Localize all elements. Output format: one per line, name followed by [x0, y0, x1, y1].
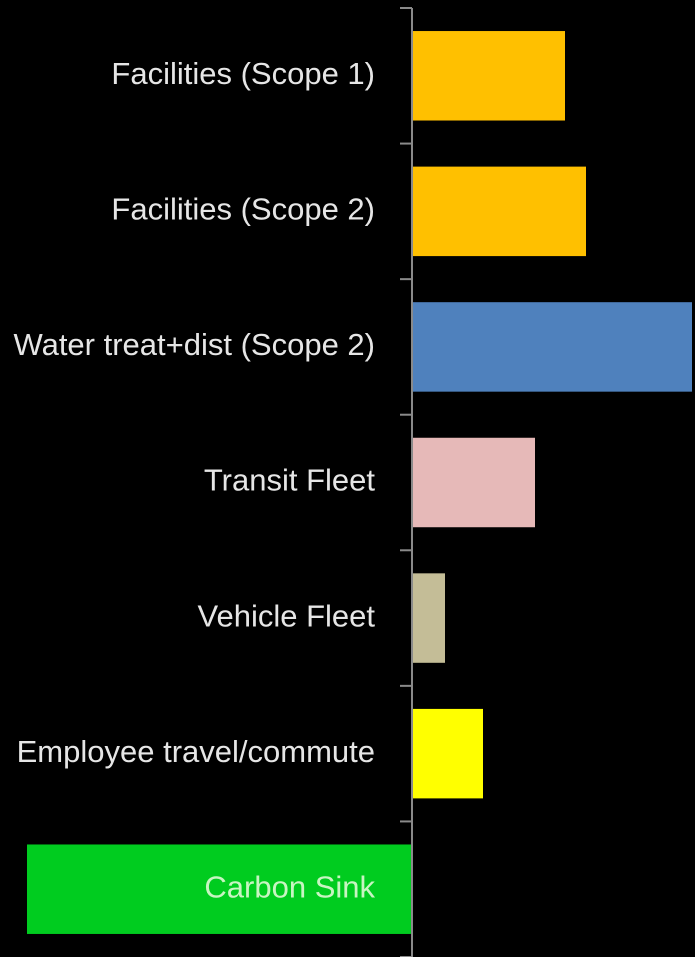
- category-label: Employee travel/commute: [17, 734, 375, 769]
- category-label: Transit Fleet: [204, 463, 376, 498]
- category-label: Facilities (Scope 1): [111, 56, 375, 91]
- category-label: Water treat+dist (Scope 2): [13, 327, 375, 362]
- bar: [27, 844, 412, 934]
- category-label: Carbon Sink: [204, 869, 375, 904]
- bar: [412, 31, 565, 121]
- bar: [412, 302, 692, 392]
- bar: [412, 708, 483, 799]
- bar: [412, 437, 535, 528]
- bar: [412, 166, 586, 257]
- category-label: Vehicle Fleet: [198, 598, 376, 633]
- category-label: Facilities (Scope 2): [111, 192, 375, 227]
- bar: [412, 573, 445, 663]
